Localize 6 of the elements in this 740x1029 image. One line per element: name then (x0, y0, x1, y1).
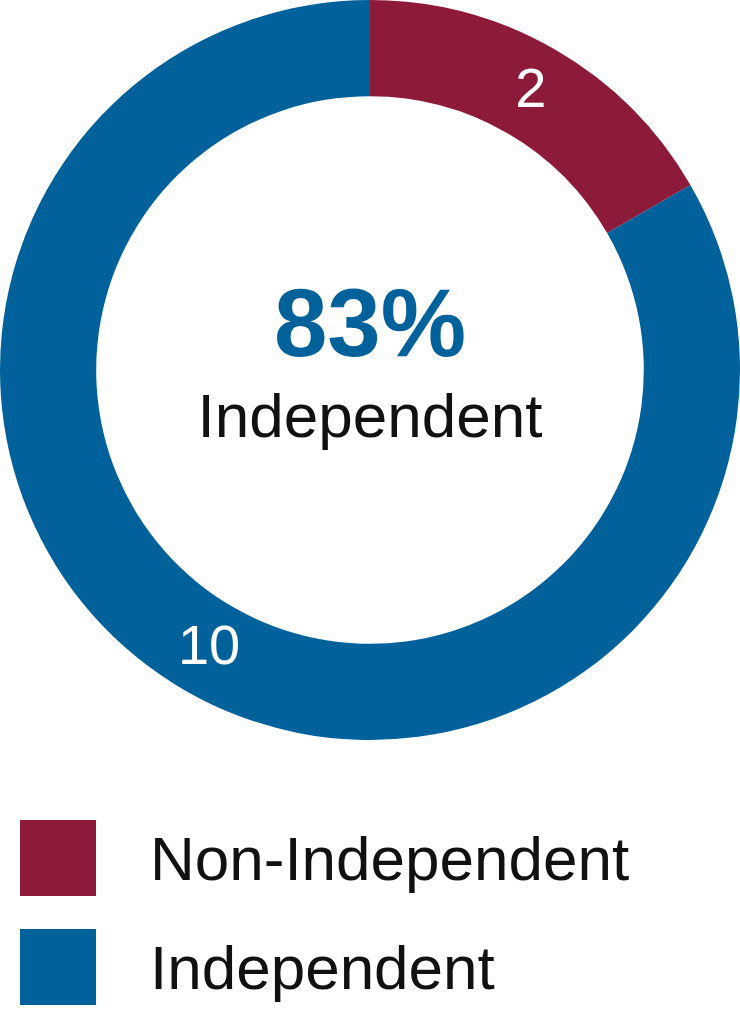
legend-label: Independent (150, 931, 495, 1003)
data-label: 10 (177, 613, 241, 677)
legend-label: Non-Independent (150, 822, 630, 894)
data-label: 2 (515, 55, 547, 119)
text: Independent (197, 381, 543, 451)
text: 83% (273, 269, 467, 377)
